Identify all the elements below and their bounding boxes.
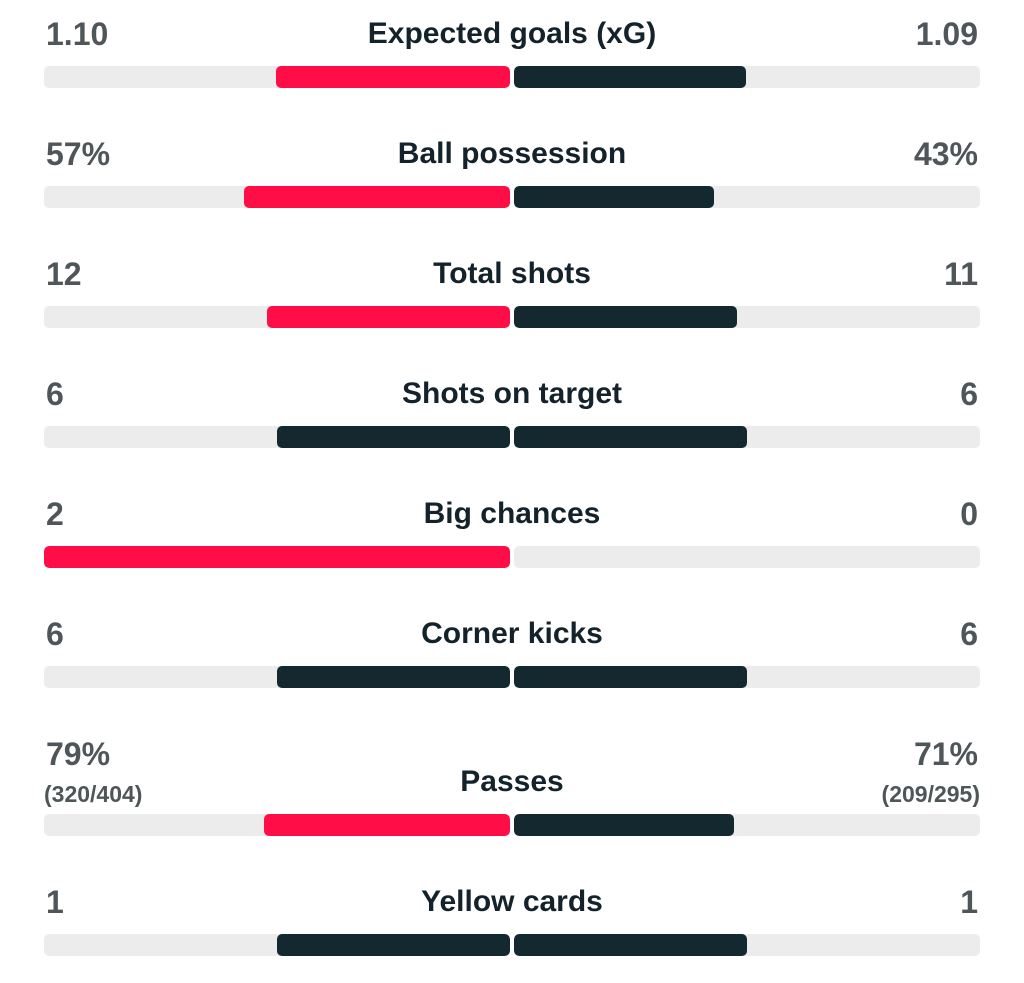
home-bar-track [44,666,510,688]
comparison-bar [44,934,980,956]
stat-label: Expected goals (xG) [367,17,657,50]
away-bar-track [514,186,980,208]
home-value: 6 [46,616,64,652]
stat-label: Total shots [433,257,591,290]
stat-row-yellow-cards: 1 Yellow cards 1 [44,882,980,956]
home-bar-fill [266,306,510,328]
comparison-bar [44,186,980,208]
away-value: 11 [944,256,978,292]
away-bar-fill [514,426,747,448]
stat-row-shots-on-target: 6 Shots on target 6 [44,374,980,448]
away-value: 0 [960,496,978,532]
home-bar-fill [277,666,510,688]
away-value: 6 [960,376,978,412]
stat-header: 1.10 Expected goals (xG) 1.09 [44,14,980,54]
away-bar-track [514,934,980,956]
stat-header: 12 Total shots 11 [44,254,980,294]
comparison-bar [44,666,980,688]
away-value: 71% [913,736,978,772]
away-value: 1 [960,884,978,920]
away-value-detail: (209/295) [881,781,980,807]
stat-row-passes: 79% 71% (320/404) (209/295) Passes [44,734,980,836]
away-value: 1.09 [915,16,978,52]
home-value: 6 [46,376,64,412]
stat-label: Passes [460,765,564,798]
stat-label: Corner kicks [421,617,603,650]
away-value: 6 [960,616,978,652]
away-bar-fill [514,306,737,328]
home-value: 57% [46,136,111,172]
away-bar-fill [514,186,715,208]
stat-label: Shots on target [401,377,622,410]
stat-label: Ball possession [397,137,627,170]
away-bar-track [514,814,980,836]
home-bar-track [44,186,510,208]
stat-header: 2 Big chances 0 [44,494,980,534]
away-bar-track [514,426,980,448]
stat-row-ball-possession: 57% Ball possession 43% [44,134,980,208]
stat-row-corner-kicks: 6 Corner kicks 6 [44,614,980,688]
away-value: 43% [913,136,978,172]
home-bar-fill [277,934,510,956]
away-bar-fill [514,814,735,836]
home-bar-track [44,426,510,448]
away-bar-fill [514,666,747,688]
home-value: 1.10 [46,16,109,52]
stat-label: Big chances [423,497,601,530]
home-bar-track [44,306,510,328]
home-bar-track [44,814,510,836]
home-bar-fill [44,546,510,568]
stat-header: 6 Shots on target 6 [44,374,980,414]
stat-row-total-shots: 12 Total shots 11 [44,254,980,328]
comparison-bar [44,66,980,88]
home-value: 2 [46,496,64,532]
home-value: 79% [46,736,111,772]
stat-row-expected-goals: 1.10 Expected goals (xG) 1.09 [44,14,980,88]
home-bar-fill [244,186,510,208]
stat-header: 57% Ball possession 43% [44,134,980,174]
home-value: 1 [46,884,64,920]
stat-header: 79% 71% [44,734,980,774]
stat-label: Yellow cards [421,885,603,918]
home-bar-track [44,546,510,568]
home-bar-track [44,934,510,956]
comparison-bar [44,306,980,328]
comparison-bar [44,546,980,568]
home-bar-fill [276,66,510,88]
stat-header: 1 Yellow cards 1 [44,882,980,922]
home-value-detail: (320/404) [44,781,143,807]
comparison-bar [44,426,980,448]
away-bar-track [514,66,980,88]
stat-header: 6 Corner kicks 6 [44,614,980,654]
away-bar-track [514,306,980,328]
away-bar-fill [514,66,747,88]
home-bar-fill [264,814,510,836]
away-bar-fill [514,934,747,956]
home-value: 12 [46,256,82,292]
away-bar-track [514,666,980,688]
home-bar-track [44,66,510,88]
away-bar-track [514,546,980,568]
home-bar-fill [277,426,510,448]
comparison-bar [44,814,980,836]
stat-row-big-chances: 2 Big chances 0 [44,494,980,568]
